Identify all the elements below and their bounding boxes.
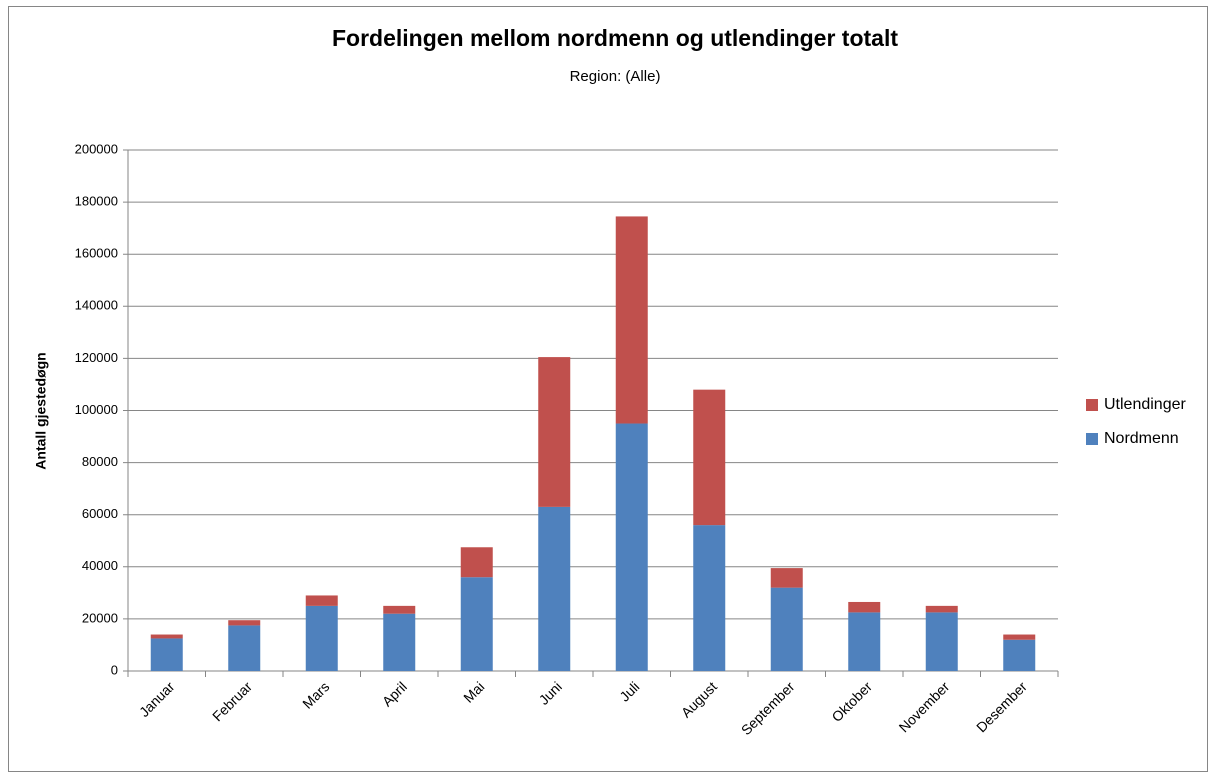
bar-segment [1003,639,1036,671]
y-tick-label: 200000 [75,141,118,156]
legend-swatch [1086,399,1098,411]
chart-title: Fordelingen mellom nordmenn og utlending… [332,25,898,51]
bar-segment [925,612,958,671]
bar-segment [228,625,261,671]
bar-segment [615,216,648,424]
bar-segment [305,605,338,671]
legend-label: Utlendinger [1104,396,1187,413]
bar-segment [770,587,803,671]
y-tick-label: 100000 [75,402,118,417]
y-tick-label: 60000 [82,506,118,521]
bar-segment [305,595,338,606]
y-tick-label: 180000 [75,194,118,209]
bar-segment [460,547,493,578]
bar-segment [693,389,726,526]
bar-segment [1003,634,1036,640]
bar-segment [848,601,881,613]
chart-subtitle: Region: (Alle) [570,68,661,85]
bar-segment [460,577,493,671]
legend-swatch [1086,433,1098,445]
y-tick-label: 80000 [82,454,118,469]
bar-segment [925,605,958,613]
bar-segment [693,525,726,671]
bar-segment [848,612,881,671]
bar-segment [228,620,261,626]
y-tick-label: 160000 [75,246,118,261]
bar-segment [150,638,183,671]
y-tick-label: 140000 [75,298,118,313]
y-tick-label: 120000 [75,350,118,365]
bar-segment [770,568,803,588]
bar-segment [615,423,648,671]
y-tick-label: 0 [111,662,118,677]
y-tick-label: 40000 [82,558,118,573]
y-axis-label: Antall gjestedøgn [33,352,49,469]
bar-segment [383,613,416,671]
legend-label: Nordmenn [1104,430,1179,447]
bar-segment [383,605,416,614]
bar-segment [150,634,183,639]
bar-segment [538,506,571,671]
y-tick-label: 20000 [82,610,118,625]
bar-segment [538,357,571,507]
